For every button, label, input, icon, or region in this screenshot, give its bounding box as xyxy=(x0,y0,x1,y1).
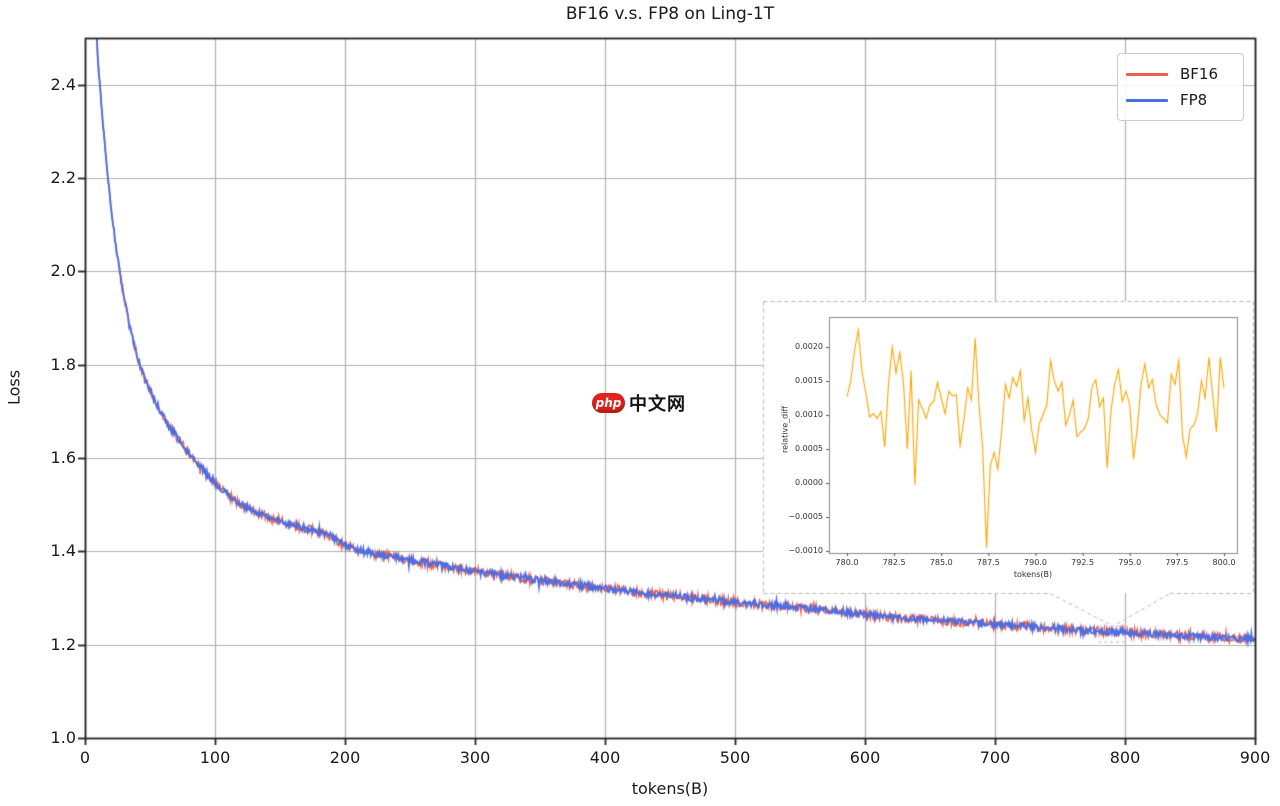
inset-y-tick-label: −0.0005 xyxy=(788,512,823,521)
inset-x-tick-label: 795.0 xyxy=(1118,558,1142,567)
inset-x-tick-label: 780.0 xyxy=(835,558,859,567)
y-axis-label: Loss xyxy=(4,369,24,406)
inset-y-tick-label: 0.0010 xyxy=(795,410,823,419)
inset-x-tick-label: 785.0 xyxy=(929,558,953,567)
y-tick-label: 1.0 xyxy=(50,728,76,747)
y-tick-label: 2.2 xyxy=(50,168,76,187)
inset-y-tick-label: 0.0000 xyxy=(795,478,823,487)
x-tick-label: 600 xyxy=(849,748,881,767)
inset-x-axis-label: tokens(B) xyxy=(1013,570,1053,579)
x-axis-label: tokens(B) xyxy=(631,779,709,798)
x-tick-label: 900 xyxy=(1239,748,1271,767)
y-tick-label: 1.8 xyxy=(50,354,76,374)
y-tick-label: 1.4 xyxy=(50,541,76,561)
inset-y-tick-label: 0.0005 xyxy=(795,444,823,453)
legend-label-bf16: BF16 xyxy=(1180,65,1219,83)
y-tick-label: 2.0 xyxy=(50,261,76,281)
inset-y-tick-label: 0.0015 xyxy=(795,376,823,385)
legend-entry-fp8: FP8 xyxy=(1126,87,1234,113)
x-tick-label: 300 xyxy=(459,748,491,767)
watermark: php 中文网 xyxy=(592,390,686,416)
inset-y-tick-label: −0.0010 xyxy=(788,546,823,555)
x-tick-label: 0 xyxy=(79,748,91,767)
legend-entry-bf16: BF16 xyxy=(1126,61,1234,87)
inset-y-tick-label: 0.0020 xyxy=(795,342,823,351)
inset-x-tick-label: 792.5 xyxy=(1071,558,1095,567)
inset-x-tick-label: 797.5 xyxy=(1165,558,1189,567)
inset-y-axis-label: relative_diff xyxy=(780,406,790,453)
y-tick-label: 1.6 xyxy=(50,448,76,467)
x-tick-label: 100 xyxy=(199,748,231,767)
x-tick-label: 500 xyxy=(719,748,751,767)
x-tick-label: 800 xyxy=(1109,748,1141,767)
legend: BF16 FP8 xyxy=(1117,53,1244,121)
inset-x-tick-label: 800.0 xyxy=(1212,558,1236,567)
legend-label-fp8: FP8 xyxy=(1180,91,1208,109)
php-logo-icon: php xyxy=(592,393,625,413)
watermark-text: 中文网 xyxy=(629,394,686,415)
chart-title: BF16 v.s. FP8 on Ling-1T xyxy=(565,4,775,24)
y-tick-label: 1.2 xyxy=(50,634,76,654)
inset-x-tick-label: 787.5 xyxy=(976,558,1000,567)
legend-line-fp8 xyxy=(1126,98,1168,102)
y-tick-label: 2.4 xyxy=(50,74,76,94)
inset-x-tick-label: 782.5 xyxy=(882,558,906,567)
x-tick-label: 400 xyxy=(589,748,621,767)
x-tick-label: 200 xyxy=(329,748,361,767)
x-tick-label: 700 xyxy=(979,748,1011,767)
inset-x-tick-label: 790.0 xyxy=(1024,558,1047,567)
legend-line-bf16 xyxy=(1126,72,1168,76)
